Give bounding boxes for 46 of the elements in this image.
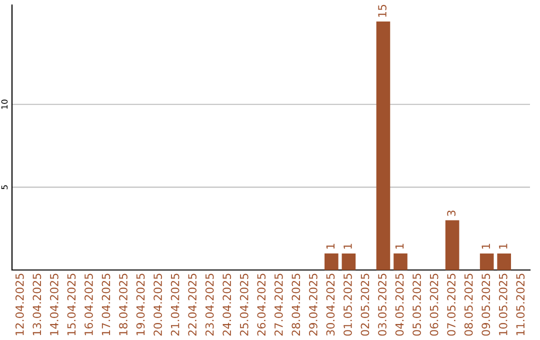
x-tick-label: 14.04.2025: [50, 274, 58, 336]
bar: [497, 253, 512, 270]
bar: [342, 253, 356, 270]
bar: [445, 220, 460, 270]
x-tick-label: 26.04.2025: [257, 274, 266, 336]
x-tick-label: 04.05.2025: [395, 274, 404, 336]
x-tick-label: 07.05.2025: [447, 274, 456, 336]
x-tick-label: 15.04.2025: [67, 274, 76, 336]
x-tick-label: 29.04.2025: [308, 274, 318, 336]
data-label: 1: [482, 244, 490, 249]
bar: [480, 253, 494, 270]
bar: [394, 253, 408, 270]
y-tick-label: 10: [1, 100, 8, 109]
data-label: 15: [378, 4, 386, 17]
x-tick-label: 06.05.2025: [430, 274, 438, 336]
x-tick-label: 19.04.2025: [136, 274, 145, 336]
x-tick-label: 18.04.2025: [119, 274, 128, 336]
x-tick-label: 12.04.2025: [15, 274, 24, 336]
x-tick-label: 24.04.2025: [222, 274, 232, 336]
y-tick-label: 5: [1, 185, 8, 190]
x-tick-label: 01.05.2025: [344, 274, 352, 336]
data-label: 1: [326, 244, 334, 249]
data-label: 1: [395, 244, 404, 249]
bar: [376, 22, 390, 270]
x-tick-label: 25.04.2025: [240, 274, 248, 336]
bar: [324, 253, 338, 270]
x-tick-label: 11.05.2025: [516, 274, 525, 336]
x-tick-label: 02.05.2025: [360, 274, 370, 336]
x-tick-label: 13.04.2025: [32, 274, 42, 336]
x-tick-label: 28.04.2025: [292, 274, 300, 336]
data-label: 1: [499, 244, 508, 249]
x-tick-label: 08.05.2025: [464, 274, 473, 336]
x-tick-label: 16.04.2025: [84, 274, 93, 336]
x-tick-label: 22.04.2025: [188, 274, 197, 336]
x-tick-label: 27.04.2025: [274, 274, 283, 336]
data-label: 1: [344, 244, 352, 249]
x-tick-label: 30.04.2025: [326, 274, 335, 336]
x-tick-label: 05.05.2025: [412, 274, 421, 336]
x-tick-label: 09.05.2025: [482, 274, 490, 336]
data-label: 3: [447, 210, 456, 216]
x-tick-label: 20.04.2025: [154, 274, 162, 336]
x-tick-label: 23.04.2025: [205, 274, 214, 336]
x-tick-label: 03.05.2025: [378, 274, 386, 336]
x-tick-label: 17.04.2025: [102, 274, 110, 336]
x-tick-label: 10.05.2025: [498, 274, 508, 336]
x-tick-label: 21.04.2025: [170, 274, 180, 336]
